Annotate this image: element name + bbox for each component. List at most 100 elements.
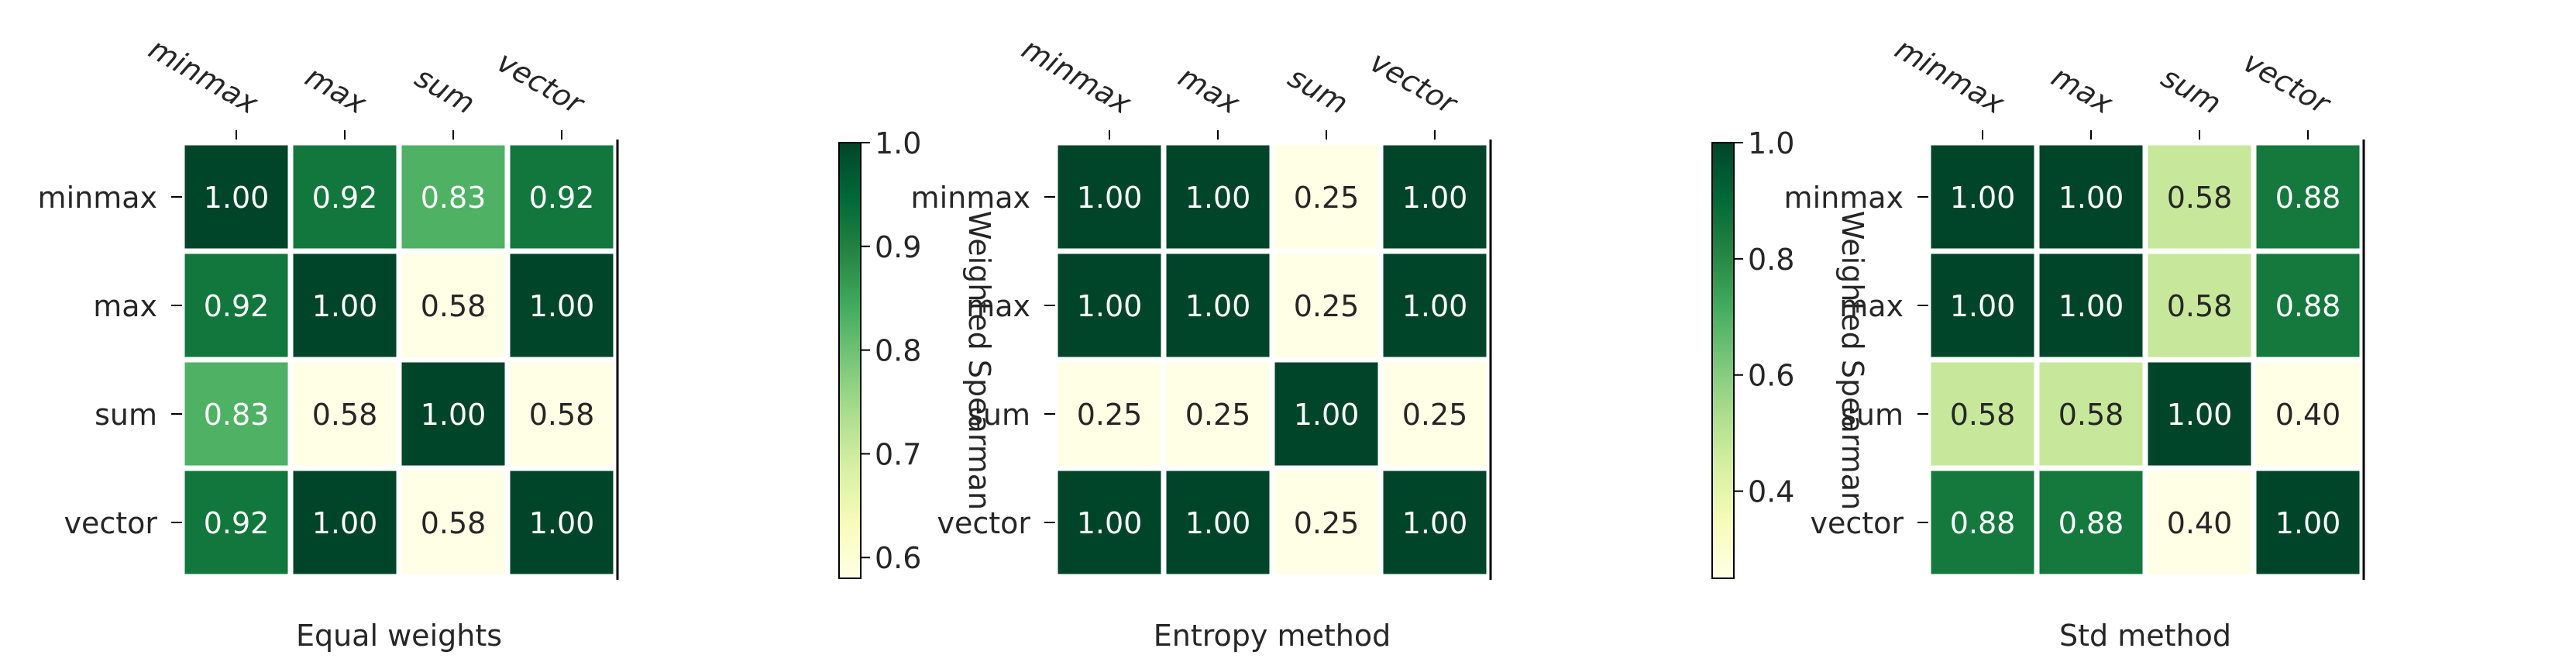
cell-value-label: 1.00 <box>1185 289 1251 323</box>
cell-value-label: 0.58 <box>2058 398 2124 432</box>
colorbar-tick-label: 0.6 <box>1748 359 1794 393</box>
heatmap-cell <box>2034 465 2148 580</box>
colorbar <box>1711 142 1735 579</box>
heatmap-cell <box>504 248 619 363</box>
cell-value-label: 1.00 <box>529 506 595 540</box>
cell-value-label: 0.25 <box>1402 398 1468 432</box>
cell-value-label: 1.00 <box>1077 289 1143 323</box>
x-tick-label: minmax <box>1890 31 2010 121</box>
heatmap-cell <box>2251 140 2365 254</box>
cell-value-label: 1.00 <box>1950 289 2016 323</box>
y-tick-label: vector <box>64 506 157 540</box>
y-tick-label: sum <box>95 398 157 432</box>
heatmap-panel-3: 1.00 1.00 0.58 0.88 1.00 1.00 0.58 0.88 0.58 0.58… <box>1784 31 2365 653</box>
cell-value-label: 1.00 <box>1402 506 1468 540</box>
colorbar-tick-label: 1.0 <box>1748 126 1794 160</box>
cell-value-label: 0.58 <box>2167 181 2233 215</box>
cell-value-label: 0.58 <box>312 398 378 432</box>
colorbar-tick-label: 0.4 <box>1748 475 1794 509</box>
cell-value-label: 0.92 <box>312 181 378 215</box>
colorbar-tick-label: 1.0 <box>875 126 921 160</box>
cell-value-label: 1.00 <box>1185 506 1251 540</box>
heatmap-cell <box>1269 465 1384 580</box>
y-tick-label: minmax <box>911 181 1030 215</box>
cell-value-label: 0.83 <box>204 398 270 432</box>
cell-value-label: 1.00 <box>2167 398 2233 432</box>
heatmap-cell <box>1269 357 1384 471</box>
x-tick-label: minmax <box>1016 31 1137 121</box>
colorbar <box>838 142 862 579</box>
cell-value-label: 1.00 <box>1402 181 1468 215</box>
heatmap-cell <box>1925 465 2040 580</box>
cell-value-label: 1.00 <box>1077 506 1143 540</box>
cell-value-label: 1.00 <box>2058 181 2124 215</box>
cell-value-label: 0.25 <box>1185 398 1251 432</box>
cell-value-label: 0.92 <box>204 506 270 540</box>
cell-value-label: 1.00 <box>2275 506 2341 540</box>
heatmap-cell <box>2142 465 2257 580</box>
x-tick-label: sum <box>1282 60 1353 121</box>
y-tick-label: vector <box>1810 506 1904 540</box>
cell-value-label: 1.00 <box>204 181 270 215</box>
x-tick-label: vector <box>491 44 590 122</box>
heatmap-cell <box>1161 357 1275 471</box>
cell-value-label: 0.40 <box>2275 398 2341 432</box>
cell-value-label: 0.58 <box>421 289 487 323</box>
cell-value-label: 0.88 <box>1950 506 2016 540</box>
cell-value-label: 1.00 <box>312 506 378 540</box>
x-tick-label: max <box>300 59 373 121</box>
y-tick-label: sum <box>1841 398 1904 432</box>
heatmap-cell <box>179 465 294 580</box>
cell-value-label: 1.00 <box>1294 398 1360 432</box>
heatmap-cell <box>2251 248 2365 363</box>
heatmap-panel-1: 1.00 0.92 0.83 0.92 0.92 1.00 0.58 1.00 0.83 0.58… <box>38 31 996 653</box>
x-tick-label: vector <box>2237 44 2337 122</box>
heatmap-cell <box>504 465 619 580</box>
panel-xlabel: Std method <box>2059 619 2231 653</box>
panel-xlabel: Entropy method <box>1154 619 1391 653</box>
x-tick-label: sum <box>409 60 480 121</box>
y-tick-label: vector <box>937 506 1030 540</box>
x-tick-label: vector <box>1364 44 1463 122</box>
colorbar-tick-label: 0.7 <box>875 437 921 471</box>
cell-value-label: 0.58 <box>1950 398 2016 432</box>
heatmap-cell <box>2251 465 2365 580</box>
panel-xlabel: Equal weights <box>296 619 502 653</box>
cell-value-label: 0.25 <box>1294 506 1360 540</box>
heatmap-cell <box>1377 248 1492 363</box>
cell-value-label: 0.58 <box>2167 289 2233 323</box>
cell-value-label: 1.00 <box>1950 181 2016 215</box>
cell-value-label: 1.00 <box>529 289 595 323</box>
x-tick-label: minmax <box>143 31 264 121</box>
cell-value-label: 0.92 <box>204 289 270 323</box>
cell-value-label: 0.88 <box>2275 289 2341 323</box>
y-tick-label: sum <box>968 398 1030 432</box>
heatmap-cell <box>287 357 402 471</box>
y-tick-label: max <box>966 289 1030 323</box>
colorbar-tick-label: 0.6 <box>875 541 921 575</box>
heatmap-cell <box>504 140 619 254</box>
colorbar-label: Weighted Spearman <box>962 211 996 510</box>
cell-value-label: 0.83 <box>421 181 487 215</box>
y-tick-label: max <box>1839 289 1904 323</box>
colorbar-tick-label: 0.9 <box>875 230 921 264</box>
heatmap-cell <box>2251 357 2365 471</box>
cell-value-label: 0.40 <box>2167 506 2233 540</box>
heatmap-panel-2: 1.00 1.00 0.25 1.00 1.00 1.00 0.25 1.00 0.25 0.25… <box>911 31 1869 653</box>
cell-value-label: 0.25 <box>1294 289 1360 323</box>
y-tick-label: max <box>93 289 157 323</box>
cell-value-label: 0.88 <box>2275 181 2341 215</box>
cell-value-label: 1.00 <box>312 289 378 323</box>
heatmap-cell <box>1377 357 1492 471</box>
y-tick-label: minmax <box>1784 181 1904 215</box>
heatmap-cell <box>1377 465 1492 580</box>
cell-value-label: 1.00 <box>421 398 487 432</box>
x-tick-label: max <box>2046 59 2119 121</box>
cell-value-label: 0.58 <box>529 398 595 432</box>
colorbar-tick-label: 0.8 <box>1748 243 1794 277</box>
heatmap-cell <box>2034 357 2148 471</box>
cell-value-label: 1.00 <box>1185 181 1251 215</box>
x-tick-label: sum <box>2155 60 2227 121</box>
cell-value-label: 1.00 <box>2058 289 2124 323</box>
